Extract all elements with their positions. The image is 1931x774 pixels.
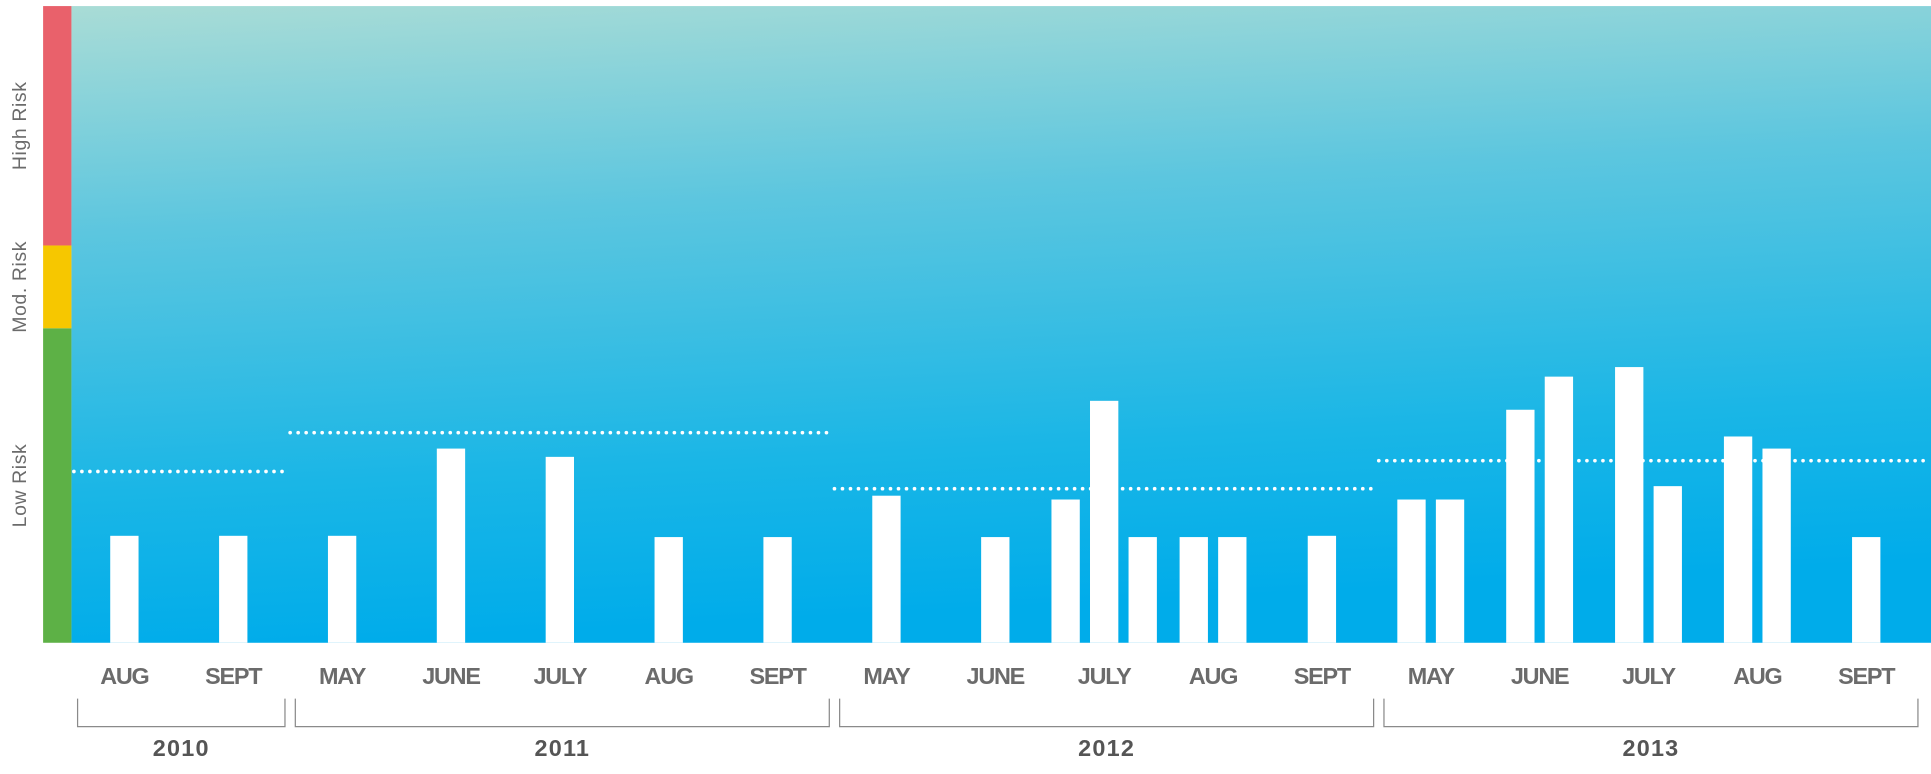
month-label: MAY bbox=[319, 663, 367, 689]
bar bbox=[981, 537, 1009, 643]
month-label: MAY bbox=[863, 663, 911, 689]
bar bbox=[1051, 500, 1079, 643]
risk-bands: Low Risk Mod. Risk High Risk bbox=[9, 6, 71, 643]
bar bbox=[1762, 449, 1790, 643]
month-label: AUG bbox=[1733, 663, 1781, 689]
month-label: JULY bbox=[533, 663, 587, 689]
year-bracket bbox=[1384, 699, 1918, 727]
year-label: 2013 bbox=[1622, 735, 1679, 761]
bar bbox=[1654, 486, 1682, 643]
month-label: JUNE bbox=[422, 663, 480, 689]
bar bbox=[546, 457, 574, 643]
bar bbox=[1308, 536, 1336, 643]
month-label: AUG bbox=[645, 663, 693, 689]
bar bbox=[1218, 537, 1246, 643]
bar bbox=[1615, 367, 1643, 643]
risk-band bbox=[43, 328, 71, 643]
risk-band-label: High Risk bbox=[9, 81, 31, 170]
bar bbox=[1506, 410, 1534, 643]
month-label: AUG bbox=[1189, 663, 1237, 689]
month-label: SEPT bbox=[749, 663, 806, 689]
year-bracket bbox=[78, 699, 285, 727]
month-label: JUNE bbox=[1511, 663, 1569, 689]
bar bbox=[1545, 377, 1573, 643]
month-label: JUNE bbox=[967, 663, 1025, 689]
bar bbox=[110, 536, 138, 643]
risk-band-label: Low Risk bbox=[9, 444, 31, 528]
bar bbox=[1129, 537, 1157, 643]
bar bbox=[1436, 500, 1464, 643]
risk-band bbox=[43, 245, 71, 328]
bar bbox=[219, 536, 247, 643]
month-label: MAY bbox=[1408, 663, 1456, 689]
risk-band-label: Mod. Risk bbox=[9, 241, 31, 333]
month-label: SEPT bbox=[205, 663, 262, 689]
risk-band bbox=[43, 6, 71, 245]
bar bbox=[655, 537, 683, 643]
bar bbox=[1397, 500, 1425, 643]
year-label: 2011 bbox=[534, 735, 590, 761]
year-label: 2010 bbox=[153, 735, 210, 761]
month-label: JULY bbox=[1078, 663, 1132, 689]
bar bbox=[328, 536, 356, 643]
bar bbox=[1180, 537, 1208, 643]
bar bbox=[1724, 436, 1752, 642]
year-bracket bbox=[295, 699, 829, 727]
month-label: JULY bbox=[1622, 663, 1676, 689]
month-label: SEPT bbox=[1294, 663, 1351, 689]
chart: Low Risk Mod. Risk High Risk AUG SEPT 2010 MA… bbox=[0, 0, 1931, 774]
bar bbox=[1090, 401, 1118, 643]
bar bbox=[1852, 537, 1880, 643]
month-label: AUG bbox=[100, 663, 148, 689]
year-bracket bbox=[840, 699, 1374, 727]
page: {"chart_data": { "type": "bar", "bar_col… bbox=[0, 0, 1931, 774]
x-axis: AUG SEPT 2010 MAY JUNE JULY AUG SEPT 2011 MAY JUNE… bbox=[78, 663, 1918, 761]
year-label: 2012 bbox=[1078, 735, 1135, 761]
bar bbox=[763, 537, 791, 643]
month-label: SEPT bbox=[1838, 663, 1895, 689]
bar bbox=[437, 449, 465, 643]
bar bbox=[872, 496, 900, 643]
